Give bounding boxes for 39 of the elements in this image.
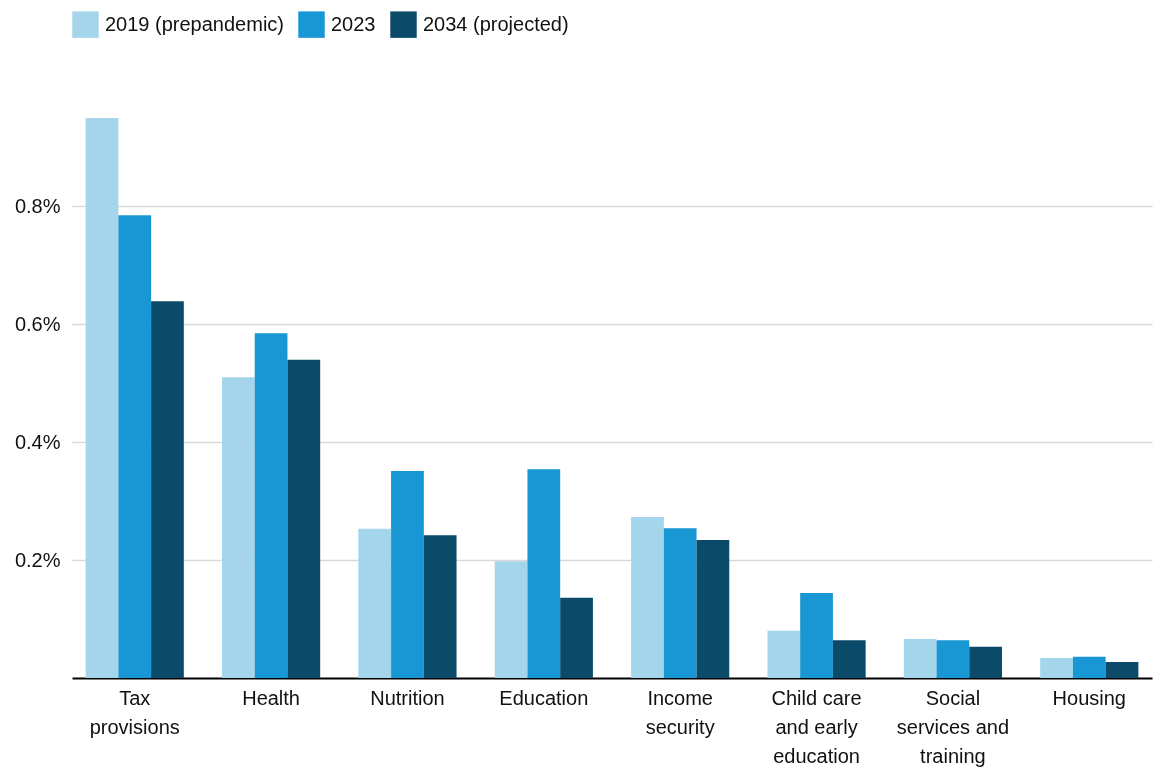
bar — [1072, 656, 1106, 678]
x-tick-label: Tax provisions — [89, 686, 180, 738]
x-tick-label: Education — [499, 686, 589, 709]
y-tick-label: 0.2% — [14, 548, 61, 571]
bar — [118, 215, 152, 678]
bar — [85, 118, 119, 678]
y-tick-label: 0.6% — [14, 312, 61, 335]
bar — [358, 528, 392, 678]
bar — [254, 333, 288, 678]
bar — [696, 540, 730, 678]
bar — [767, 630, 801, 678]
bar — [663, 528, 697, 678]
legend-label: 2023 — [331, 12, 376, 35]
bar — [391, 471, 424, 678]
x-tick-label: Social services and training — [896, 686, 1010, 767]
y-tick-label: 0.4% — [14, 430, 61, 453]
bar — [832, 640, 866, 678]
bar — [1105, 662, 1139, 678]
x-tick-label: Child care and early education — [771, 686, 862, 767]
x-tick-label: Health — [242, 686, 300, 709]
x-tick-label: Income security — [645, 686, 715, 738]
bar — [800, 593, 833, 678]
bar — [631, 517, 664, 678]
x-tick-label: Nutrition — [370, 686, 445, 709]
bar — [903, 639, 937, 678]
bar — [494, 561, 528, 678]
bar — [936, 640, 970, 678]
bar — [1040, 657, 1073, 678]
bar — [222, 377, 255, 678]
x-tick-label: Housing — [1052, 686, 1126, 709]
bar — [969, 646, 1002, 678]
bar — [151, 301, 184, 678]
legend-label: 2034 (projected) — [423, 12, 569, 35]
bar — [560, 597, 593, 678]
bar — [287, 359, 321, 678]
y-tick-label: 0.8% — [14, 194, 61, 217]
bar — [527, 469, 561, 678]
legend-label: 2019 (prepandemic) — [105, 12, 284, 35]
bar — [423, 535, 457, 678]
